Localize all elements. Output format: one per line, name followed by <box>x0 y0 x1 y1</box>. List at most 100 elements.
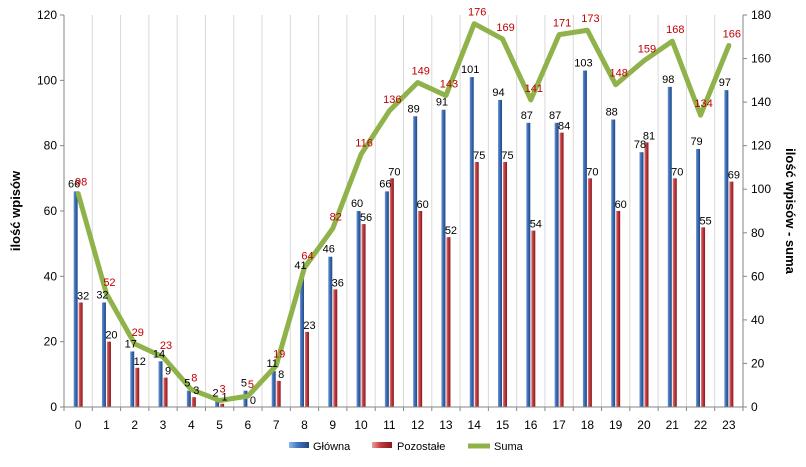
bar-glowna <box>384 191 389 407</box>
bar-pozostale <box>333 289 338 407</box>
y2-tick-label: 180 <box>751 8 771 22</box>
y-tick-label: 80 <box>44 139 58 153</box>
legend-item-glowna: Główna <box>289 441 351 453</box>
data-label-suma: 143 <box>440 79 458 91</box>
data-label-pozostale: 54 <box>530 219 542 231</box>
data-label-glowna: 2 <box>213 387 219 399</box>
data-label-glowna: 103 <box>574 58 592 70</box>
data-label-suma: 169 <box>496 22 514 34</box>
data-label-suma: 116 <box>355 137 373 149</box>
data-label-suma: 149 <box>411 66 429 78</box>
x-tick-label: 21 <box>666 418 680 432</box>
data-label-pozostale: 3 <box>193 385 199 397</box>
data-label-suma: 29 <box>132 327 144 339</box>
bar-pozostale <box>616 211 621 407</box>
data-label-glowna: 66 <box>379 178 391 190</box>
x-tick-label: 7 <box>273 418 280 432</box>
data-label-glowna: 79 <box>690 136 702 148</box>
bar-pozostale <box>559 132 564 407</box>
x-tick-label: 13 <box>439 418 453 432</box>
bar-pozostale <box>729 181 734 407</box>
data-label-suma: 136 <box>383 94 401 106</box>
bar-glowna <box>356 211 361 407</box>
x-tick-label: 0 <box>75 418 82 432</box>
data-label-pozostale: 60 <box>615 199 627 211</box>
data-label-suma: 168 <box>666 24 684 36</box>
bar-glowna <box>215 400 220 407</box>
bar-pozostale <box>220 403 225 407</box>
data-label-pozostale: 84 <box>558 121 570 133</box>
data-label-suma: 64 <box>301 251 313 263</box>
x-tick-label: 16 <box>524 418 538 432</box>
bar-glowna <box>73 191 78 407</box>
y2-tick-label: 0 <box>751 400 758 414</box>
legend-item-suma: Suma <box>468 441 524 453</box>
legend-label-suma: Suma <box>494 441 524 453</box>
data-label-pozostale: 32 <box>77 290 89 302</box>
data-label-suma: 8 <box>191 373 197 385</box>
data-label-glowna: 78 <box>634 139 646 151</box>
x-tick-label: 3 <box>160 418 167 432</box>
bar-pozostale <box>78 302 83 407</box>
data-label-glowna: 11 <box>266 358 277 370</box>
x-tick-label: 5 <box>216 418 223 432</box>
data-label-suma: 5 <box>248 379 254 391</box>
data-label-suma: 52 <box>103 277 115 289</box>
y2-tick-label: 20 <box>751 356 765 370</box>
bar-pozostale <box>276 380 281 407</box>
x-tick-label: 10 <box>354 418 368 432</box>
data-label-glowna: 14 <box>153 348 165 360</box>
x-tick-label: 23 <box>722 418 736 432</box>
y2-tick-label: 100 <box>751 182 771 196</box>
x-tick-label: 15 <box>496 418 510 432</box>
data-label-suma: 173 <box>581 13 599 25</box>
bar-pozostale <box>503 162 508 407</box>
line-suma <box>75 21 732 403</box>
data-label-suma: 141 <box>525 83 543 95</box>
bars <box>73 70 734 408</box>
legend-swatch-glowna <box>289 442 309 448</box>
x-tick-label: 8 <box>301 418 308 432</box>
bar-glowna <box>639 152 644 407</box>
bar-glowna <box>611 119 616 408</box>
y2-tick-label: 60 <box>751 269 765 283</box>
bar-pozostale <box>644 142 649 407</box>
data-label-glowna: 98 <box>662 74 674 86</box>
data-label-glowna: 89 <box>408 103 420 115</box>
data-label-pozostale: 12 <box>134 356 146 368</box>
data-label-suma: 148 <box>610 68 628 80</box>
bar-glowna <box>130 351 135 407</box>
y-tick-label: 0 <box>50 400 57 414</box>
bar-pozostale <box>701 227 706 407</box>
data-label-glowna: 88 <box>606 107 618 119</box>
bar-pozostale <box>531 230 536 407</box>
data-label-glowna: 5 <box>241 378 247 390</box>
x-tick-label: 17 <box>552 418 566 432</box>
bar-pozostale <box>446 237 451 407</box>
data-label-pozostale: 75 <box>473 150 485 162</box>
legend-swatch-pozostale <box>372 442 392 448</box>
x-tick-label: 20 <box>637 418 651 432</box>
bar-glowna <box>582 70 587 408</box>
data-label-suma: 171 <box>553 18 571 30</box>
data-label-pozostale: 60 <box>417 199 429 211</box>
y-tick-label: 20 <box>44 335 58 349</box>
bar-glowna <box>271 371 276 407</box>
data-label-suma: 23 <box>160 340 172 352</box>
y-tick-label: 100 <box>37 73 57 87</box>
data-label-suma: 3 <box>220 383 226 395</box>
data-label-pozostale: 52 <box>445 225 457 237</box>
x-tick-label: 9 <box>329 418 336 432</box>
data-label-pozostale: 8 <box>278 369 284 381</box>
legend-item-pozostale: Pozostałe <box>372 441 445 453</box>
data-label-glowna: 91 <box>436 97 448 109</box>
x-tick-label: 4 <box>188 418 195 432</box>
data-label-suma: 82 <box>330 211 342 223</box>
data-label-glowna: 94 <box>492 87 504 99</box>
y-axis-title: ilość wpisów <box>8 170 23 251</box>
data-label-pozostale: 0 <box>250 395 256 407</box>
bar-pozostale <box>304 331 309 407</box>
data-label-suma: 134 <box>694 98 712 110</box>
y2-tick-label: 120 <box>751 139 771 153</box>
